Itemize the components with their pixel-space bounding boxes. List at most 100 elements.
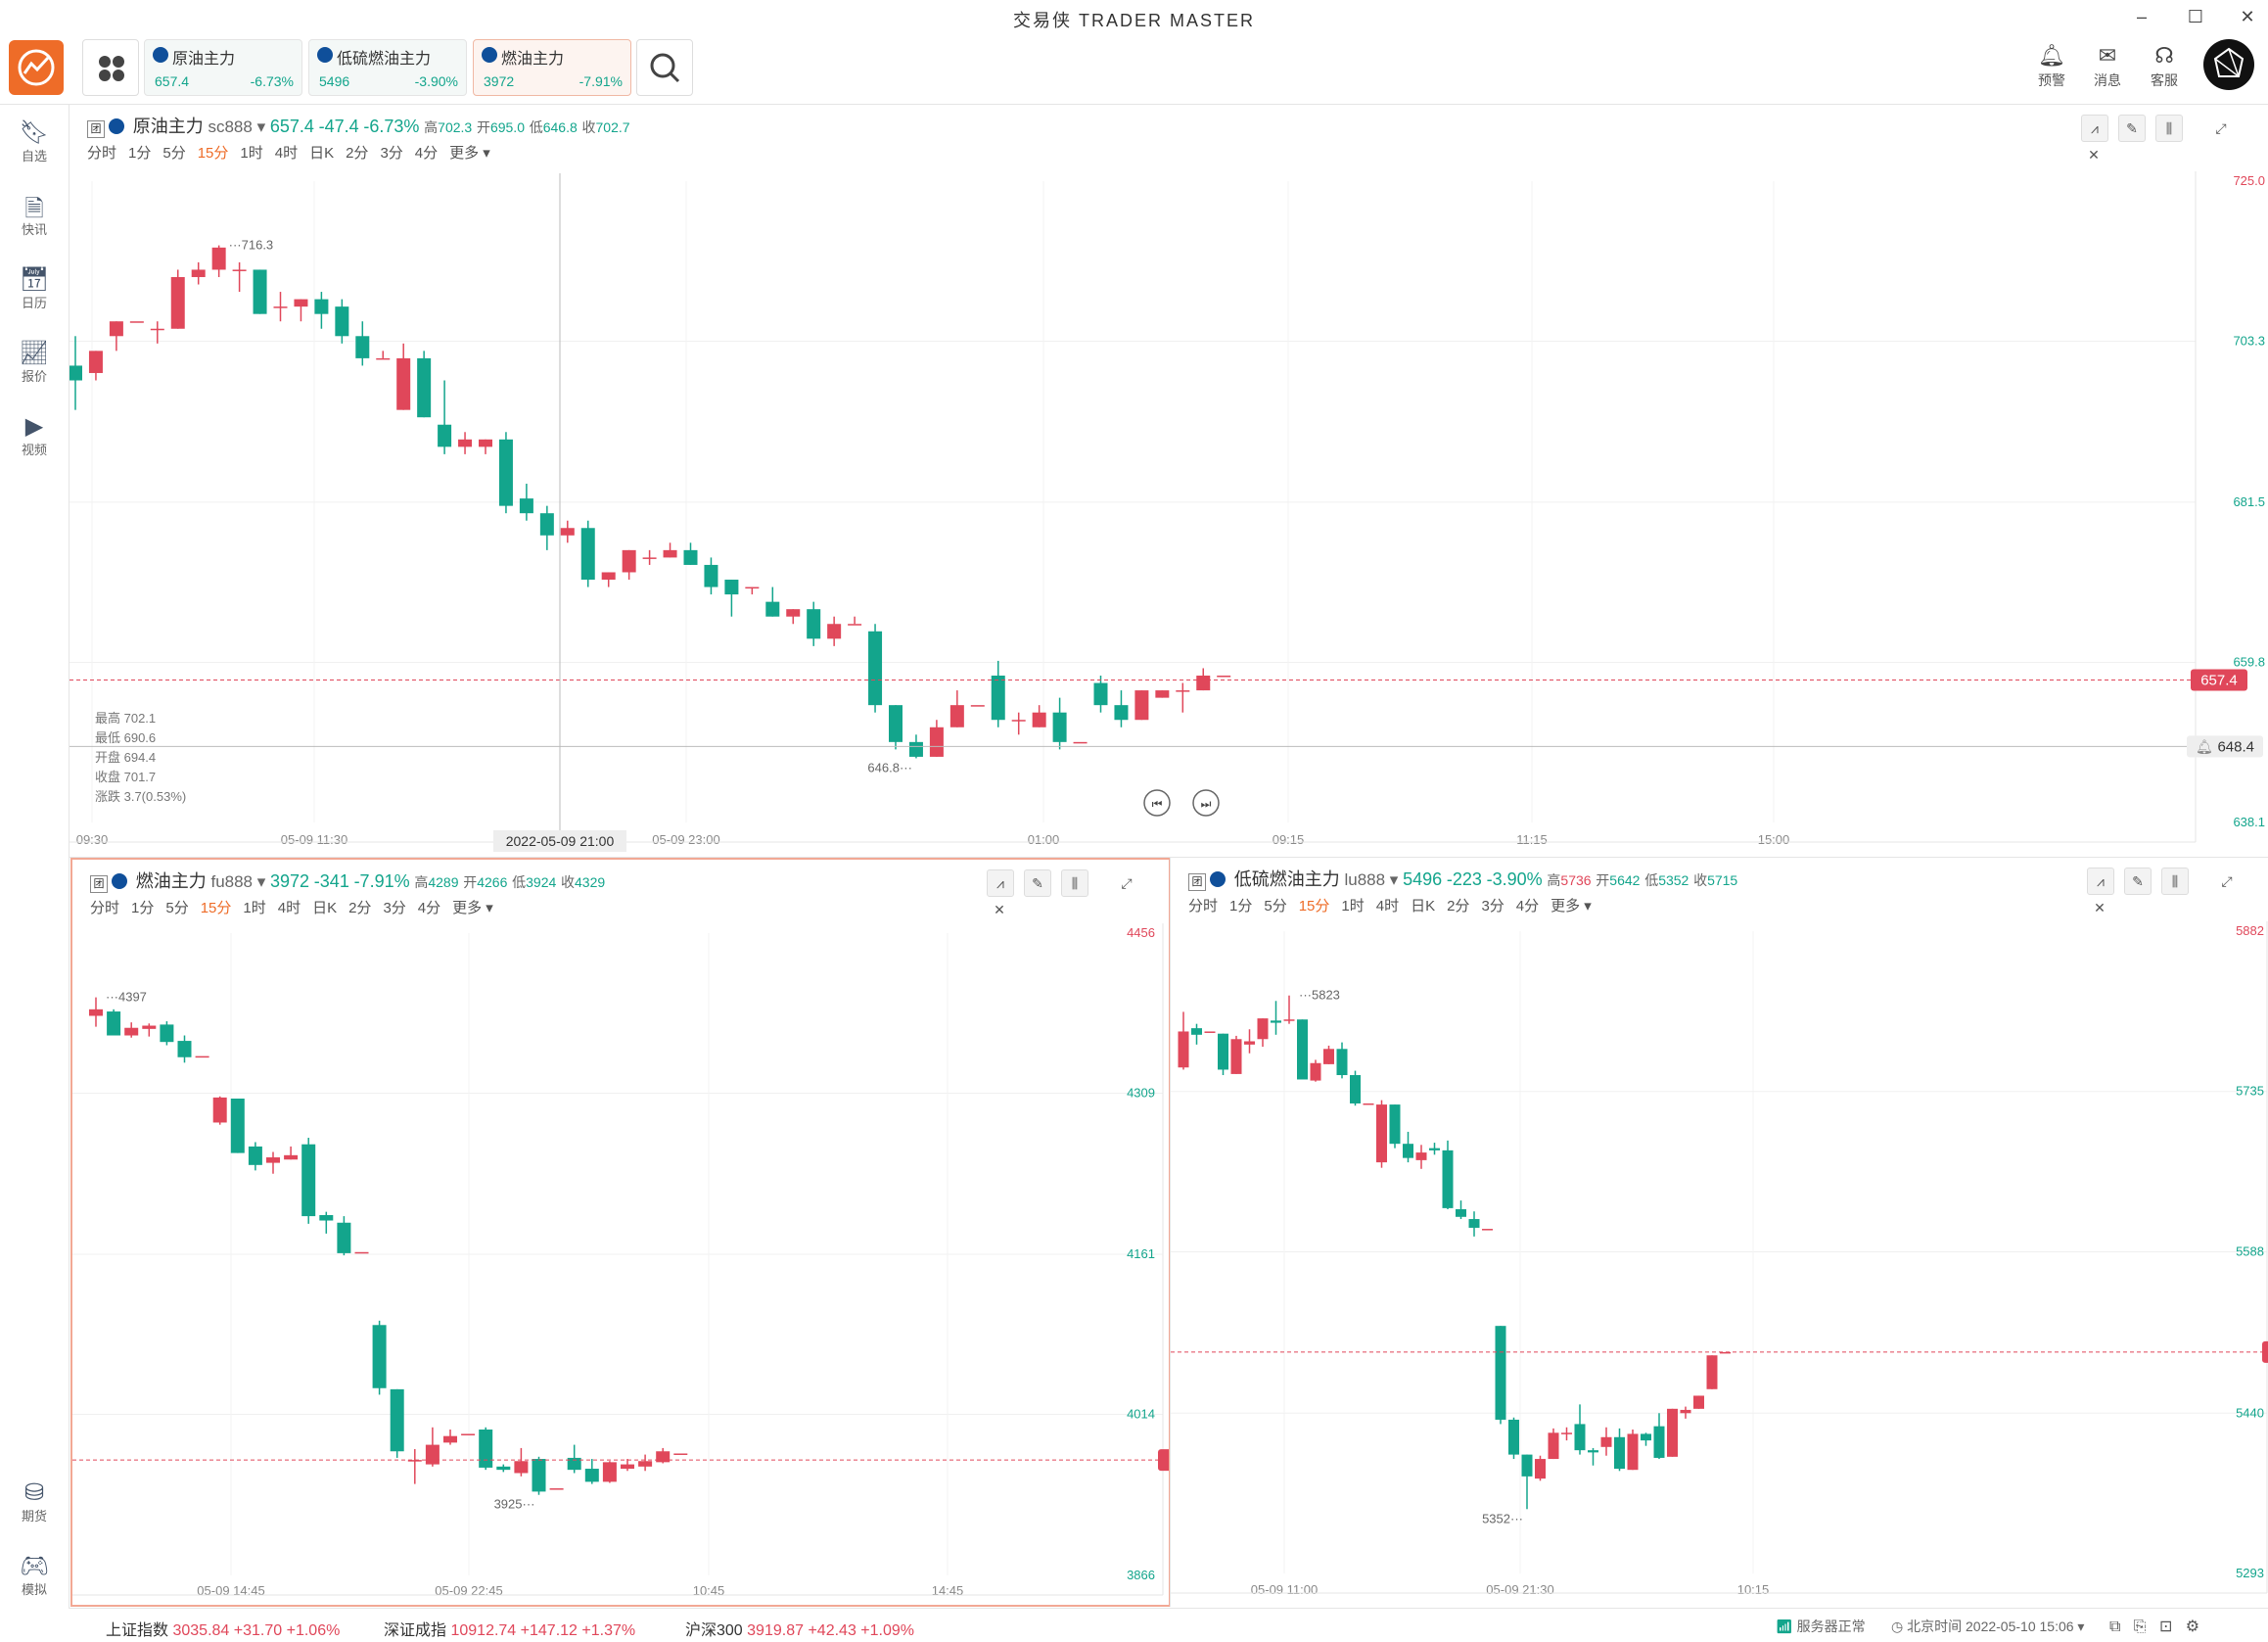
contract-name[interactable]: 原油主力 [132,117,204,136]
expand-icon[interactable]: ⤢ [2208,116,2234,141]
quote-tab-fueloil[interactable]: 燃油主力 3972 -7.91% [473,39,631,96]
contract-code[interactable]: lu888 [1344,870,1386,889]
period-tab-1[interactable]: 1分 [131,900,155,916]
candle-style-icon[interactable]: ⫼ [2161,868,2189,895]
x-tick-label: 05-09 21:30 [1486,1582,1553,1597]
chart-panel-lowsulfur: 团 低硫燃油主力 lu888 ▾ 5496 -223 -3.90% 高5736 … [1170,858,2268,1607]
minimize-button[interactable]: – [2136,7,2147,26]
draw-icon[interactable]: ✎ [2118,115,2146,142]
sidebar-item-watchlist[interactable]: 🔖︎ 自选 [0,118,69,164]
period-tab-6[interactable]: 日K [309,145,335,162]
period-tab-4[interactable]: 1时 [243,900,266,916]
low-mark-label: 5352··· [1482,1511,1523,1525]
period-tab-3[interactable]: 15分 [1298,898,1330,915]
high-price: 5736 [1560,872,1592,888]
close-panel-icon[interactable]: ✕ [987,897,1012,922]
period-tab-8[interactable]: 3分 [1481,898,1504,915]
chevron-down-icon[interactable]: ▾ [253,872,266,891]
close-button[interactable]: ✕ [2240,7,2255,26]
chevron-down-icon[interactable]: ▾ [252,117,266,136]
period-tab-2[interactable]: 5分 [1264,898,1287,915]
period-tab-3[interactable]: 15分 [197,145,229,162]
candle-body [142,1025,157,1029]
close-panel-icon[interactable]: ✕ [2081,142,2106,167]
period-tab-10[interactable]: 更多 ▾ [452,900,493,916]
clock[interactable]: ◷ 北京时间 2022-05-10 15:06 ▾ [1891,1619,2085,1634]
period-tab-7[interactable]: 2分 [348,900,372,916]
contract-code[interactable]: sc888 [208,117,253,136]
sidebar-item-futures[interactable]: ⛁ 期货 [0,1478,69,1525]
video-icon: ▶ [24,413,44,440]
sidebar-item-simulate[interactable]: 🎮︎ 模拟 [0,1552,69,1598]
period-tab-4[interactable]: 1时 [1341,898,1365,915]
period-tab-2[interactable]: 5分 [162,145,186,162]
search-button[interactable] [636,39,693,96]
indicator-icon[interactable]: ⩘ [2081,115,2108,142]
contract-code[interactable]: fu888 [210,872,254,891]
contract-name[interactable]: 燃油主力 [135,871,207,891]
index-szse[interactable]: 深证成指 10912.74 +147.12 +1.37% [384,1622,636,1639]
period-tab-9[interactable]: 4分 [1515,898,1540,915]
quote-tab-lowsulfur[interactable]: 低硫燃油主力 5496 -3.90% [308,39,467,96]
period-tab-1[interactable]: 1分 [128,145,152,162]
sidebar-item-quotes[interactable]: 📈︎ 报价 [0,339,69,385]
period-tab-5[interactable]: 4时 [274,145,299,162]
period-tab-7[interactable]: 2分 [346,145,369,162]
indicator-icon[interactable]: ⩘ [2087,868,2114,895]
period-tab-2[interactable]: 5分 [165,900,189,916]
index-sse[interactable]: 上证指数 3035.84 +31.70 +1.06% [106,1622,341,1639]
period-tab-8[interactable]: 3分 [380,145,403,162]
candlestick-chart-lowsulfur[interactable]: 5882 5735 5588 5440 5293 05-09 11:00 05-09 21:… [1171,858,2268,1607]
candle-style-icon[interactable]: ⫼ [1061,869,1088,897]
period-tab-6[interactable]: 日K [1411,898,1436,915]
candle-body [1468,1219,1480,1228]
candle-body [253,269,267,314]
layout-grid-button[interactable] [82,39,139,96]
period-tab-1[interactable]: 1分 [1229,898,1253,915]
expand-icon[interactable]: ⤢ [2214,868,2240,894]
period-tab-0[interactable]: 分时 [87,145,117,162]
candle-body [479,439,492,447]
period-tab-3[interactable]: 15分 [200,900,232,916]
candle-body [683,549,698,565]
sidebar-item-video[interactable]: ▶ 视频 [0,412,69,458]
alert-tool[interactable]: 🔔︎ 预警 [2027,43,2076,90]
price-change-pct: -6.73% [363,117,420,136]
settings-icon[interactable]: ⚙ [2185,1619,2200,1635]
draw-icon[interactable]: ✎ [2124,868,2152,895]
period-tab-9[interactable]: 4分 [414,145,439,162]
period-tab-8[interactable]: 3分 [383,900,406,916]
app-logo[interactable] [9,40,64,95]
period-tab-5[interactable]: 4时 [277,900,301,916]
candlestick-chart-crude[interactable]: 725.0 703.3 681.5 659.8 638.1 09:30 05-09 11:3… [69,105,2268,857]
candle-style-icon[interactable]: ⫼ [2155,115,2183,142]
period-tab-6[interactable]: 日K [312,900,338,916]
period-tab-10[interactable]: 更多 ▾ [1551,898,1592,915]
x-tick-label: 11:15 [1516,832,1548,847]
sidebar-item-calendar[interactable]: 📅︎ 日历 [0,265,69,311]
period-tab-0[interactable]: 分时 [90,900,120,916]
draw-icon[interactable]: ✎ [1024,869,1051,897]
message-tool[interactable]: ✉ 消息 [2083,43,2132,90]
quote-tab-crude[interactable]: 原油主力 657.4 -6.73% [144,39,302,96]
period-tab-4[interactable]: 1时 [240,145,263,162]
period-tab-5[interactable]: 4时 [1375,898,1400,915]
service-tool[interactable]: ☊ 客服 [2140,43,2189,90]
expand-icon[interactable]: ⤢ [1114,870,1139,896]
period-tab-0[interactable]: 分时 [1188,898,1219,915]
bell-icon: 🔔︎ [2038,43,2065,68]
avatar[interactable] [2203,39,2254,90]
index-csi300[interactable]: 沪深300 3919.87 +42.43 +1.09% [685,1622,915,1639]
period-tab-7[interactable]: 2分 [1447,898,1470,915]
clip-icon[interactable]: ⎘ [2133,1619,2147,1635]
chevron-down-icon[interactable]: ▾ [1385,870,1399,889]
close-panel-icon[interactable]: ✕ [2087,895,2112,920]
screenshot-icon[interactable]: ⊡ [2158,1619,2173,1635]
contract-name[interactable]: 低硫燃油主力 [1233,869,1340,889]
period-tab-9[interactable]: 4分 [417,900,441,916]
candlestick-chart-fueloil[interactable]: 4456 4309 4161 4014 3866 05-09 14:45 05-09 22:… [72,860,1169,1605]
sidebar-item-news[interactable]: 🗎 快讯 [0,192,69,238]
maximize-button[interactable]: ☐ [2187,7,2204,26]
period-tab-10[interactable]: 更多 ▾ [449,145,490,162]
window-icon[interactable]: ⧉ [2109,1619,2121,1635]
